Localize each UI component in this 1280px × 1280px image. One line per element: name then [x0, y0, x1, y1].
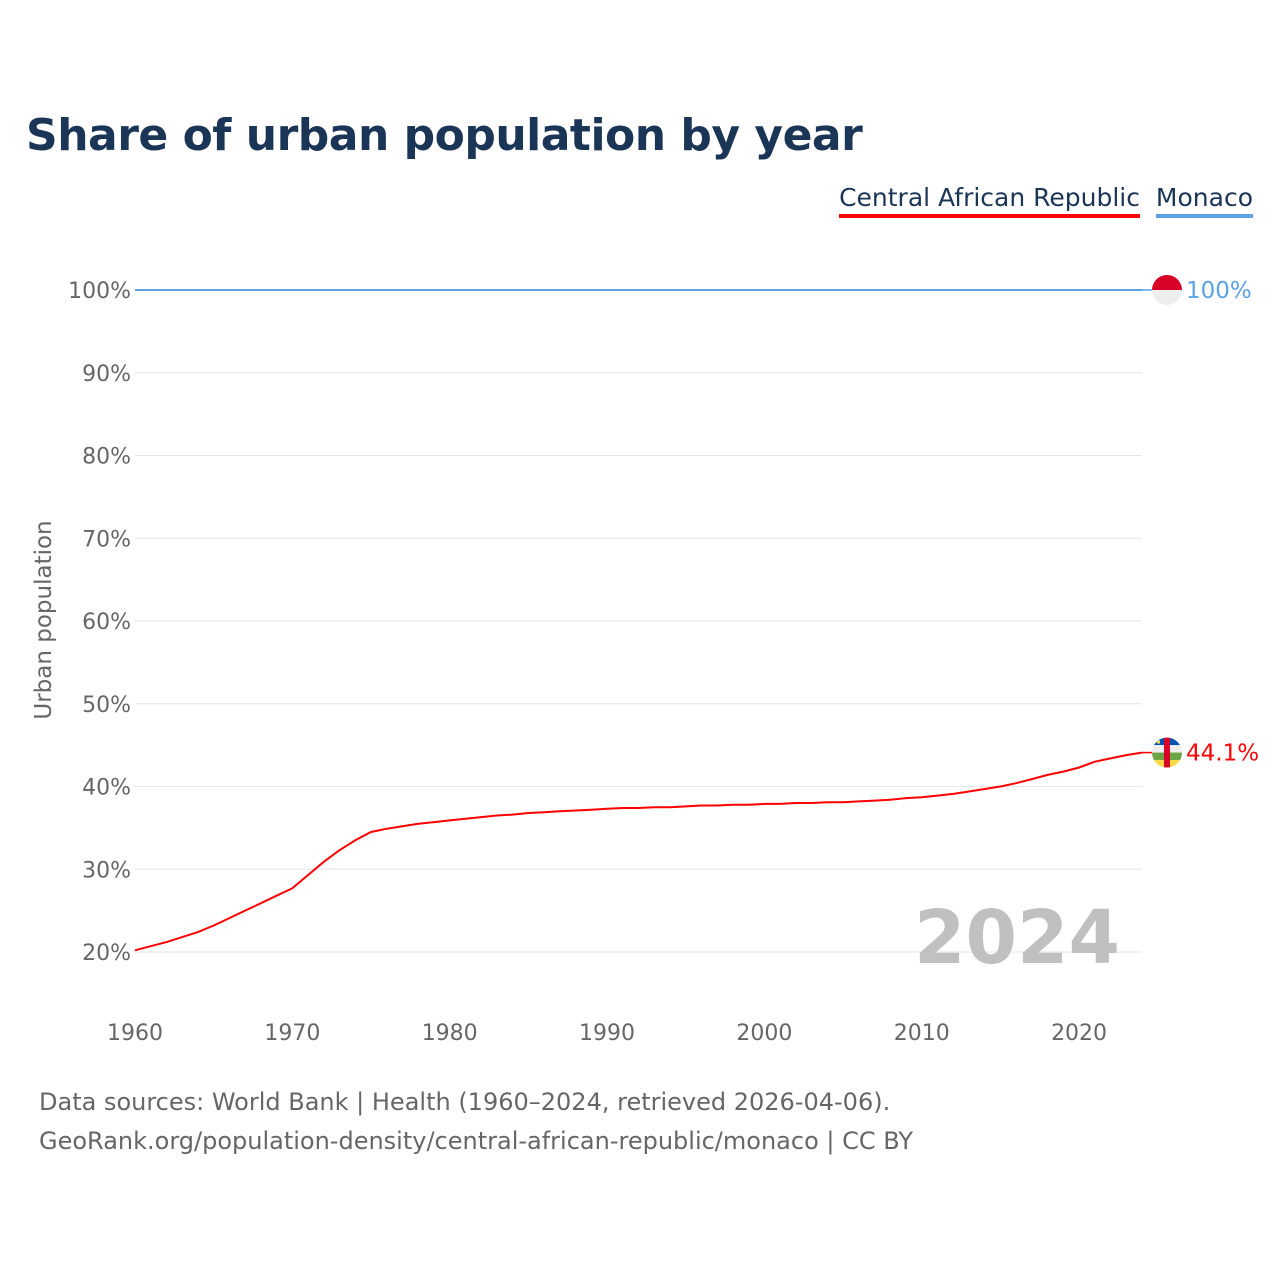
x-tick-label: 2010: [894, 1021, 950, 1046]
x-tick-label: 2020: [1051, 1021, 1107, 1046]
x-tick-label: 1970: [264, 1021, 320, 1046]
car-flag-icon: [1152, 737, 1182, 768]
x-tick-label: 2000: [736, 1021, 792, 1046]
legend-monaco[interactable]: Monaco: [1155, 183, 1253, 218]
footer-sources: Data sources: World Bank | Health (1960–…: [39, 1088, 891, 1116]
y-tick-label: 20%: [82, 941, 131, 966]
end-value-label: 44.1%: [1186, 741, 1259, 767]
end-value-label: 100%: [1186, 278, 1252, 304]
monaco-flag-icon: [1152, 275, 1182, 305]
line-chart: 20% 30% 40% 50% 60% 70% 80% 90% 100% 1960 1970 1980…: [31, 275, 1259, 1046]
y-tick-label: 40%: [82, 776, 131, 801]
y-tick-label: 70%: [82, 527, 131, 552]
y-tick-label: 90%: [82, 362, 131, 387]
y-tick-label: 50%: [82, 693, 131, 718]
x-tick-label: 1980: [422, 1021, 478, 1046]
x-tick-label: 1960: [107, 1021, 163, 1046]
series-line-0[interactable]: [134, 751, 1143, 952]
footer-link[interactable]: GeoRank.org/population-density/central-a…: [39, 1127, 914, 1155]
y-tick-label: 100%: [68, 279, 131, 304]
y-axis-label: Urban population: [31, 520, 57, 719]
legend-central-african-republic[interactable]: Central African Republic: [839, 183, 1140, 218]
y-tick-label: 60%: [82, 610, 131, 635]
y-tick-label: 30%: [82, 858, 131, 883]
x-tick-label: 1990: [579, 1021, 635, 1046]
year-watermark: 2024: [914, 895, 1120, 981]
chart-title: Share of urban population by year: [26, 110, 863, 161]
y-tick-label: 80%: [82, 445, 131, 470]
